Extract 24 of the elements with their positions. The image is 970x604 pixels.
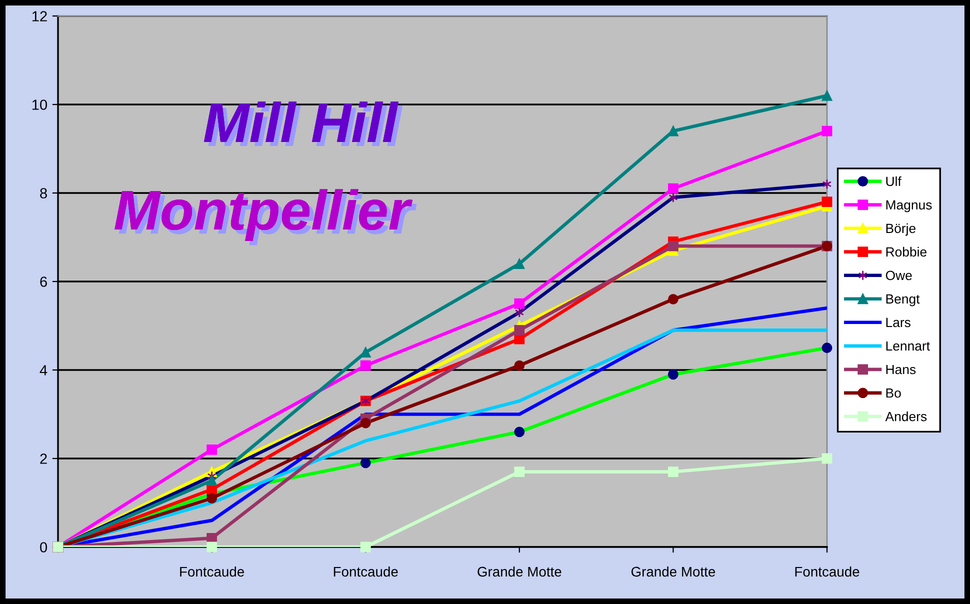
x-tick-label: Grande Motte — [478, 566, 562, 577]
legend-label: Anders — [885, 412, 927, 422]
y-tick-label: 4 — [40, 365, 48, 376]
legend-label: Ulf — [886, 176, 902, 186]
legend-label: Bengt — [886, 294, 920, 306]
x-tick-label: Fontcaude — [334, 566, 398, 577]
legend-label: Robbie — [886, 246, 926, 257]
y-tick-label: 0 — [40, 542, 48, 552]
y-tick-label: 6 — [40, 276, 47, 287]
legend-label: Bo — [886, 388, 901, 398]
legend-label: Börje — [886, 223, 916, 236]
legend-label: Owe — [886, 270, 912, 280]
y-tick-label: 2 — [40, 454, 47, 464]
legend-label: Lars — [886, 318, 910, 328]
legend-label: Hans — [886, 364, 916, 374]
x-tick-label: Grande Motte — [631, 566, 716, 577]
text: Mill Hill Montpellier — [114, 102, 417, 246]
y-tick-label: 12 — [32, 11, 47, 22]
y-tick-label: 10 — [32, 100, 48, 110]
legend-label: Lennart — [886, 341, 930, 351]
y-tick-label: 8 — [40, 188, 47, 198]
x-tick-label: Fontcaude — [795, 566, 860, 577]
legend-label: Magnus — [886, 200, 932, 212]
x-tick-label: Fontcaude — [180, 566, 244, 577]
